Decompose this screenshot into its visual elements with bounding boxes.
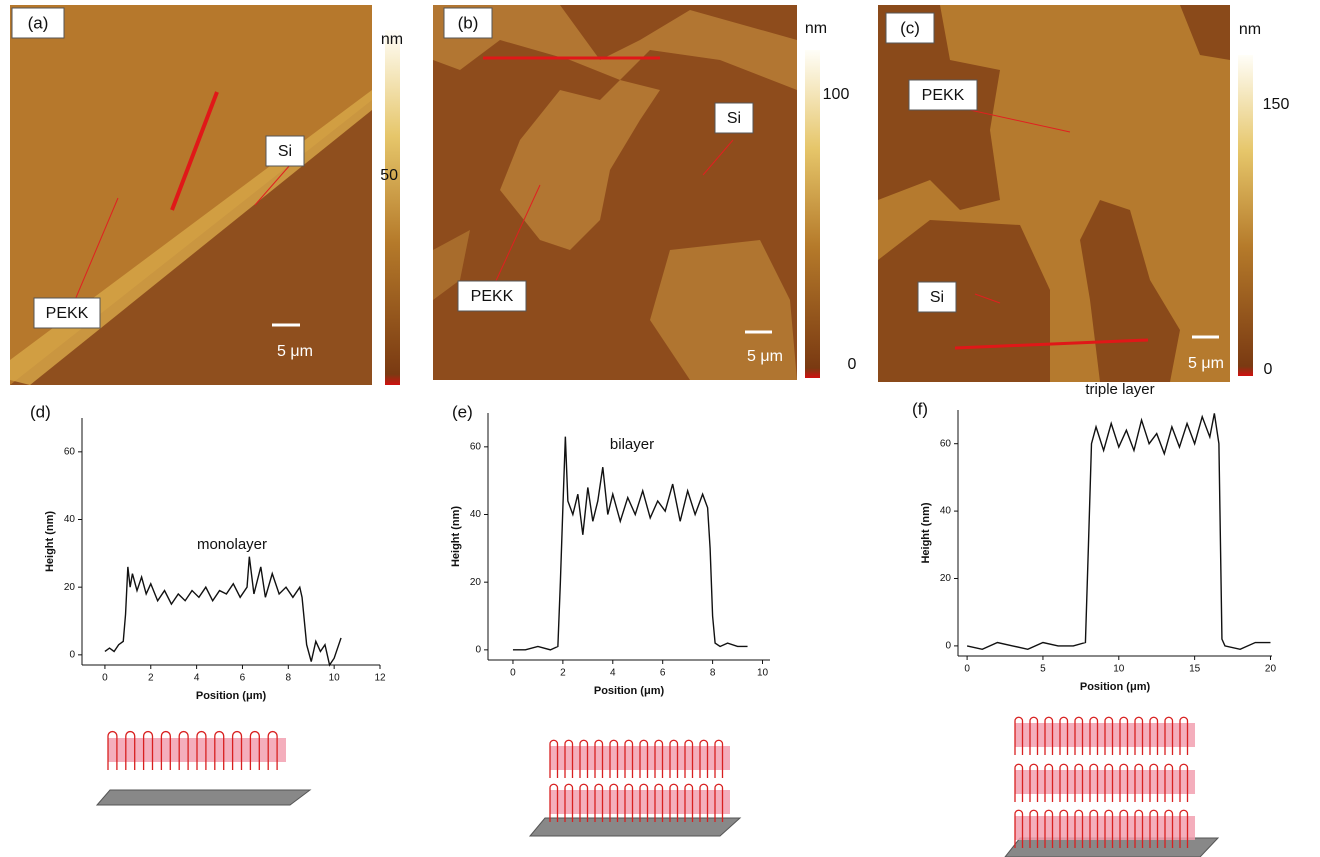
label-box xyxy=(265,135,305,167)
region-label: PEKK xyxy=(922,87,965,104)
x-tick-label: 8 xyxy=(286,673,292,684)
scale-label: 5 μm xyxy=(1188,355,1224,372)
x-axis-label: Position (μm) xyxy=(594,685,665,697)
label-box xyxy=(457,280,527,312)
colorbar-tick: 150 xyxy=(1263,96,1290,113)
x-tick-label: 6 xyxy=(660,668,666,679)
scale-label: 5 μm xyxy=(277,343,313,360)
x-tick-label: 10 xyxy=(757,668,769,679)
colorbar-tick: 0 xyxy=(1264,361,1273,378)
x-tick-label: 10 xyxy=(329,673,341,684)
y-tick-label: 20 xyxy=(470,577,482,588)
x-tick-label: 8 xyxy=(710,668,716,679)
x-tick-label: 0 xyxy=(102,673,108,684)
x-tick-label: 2 xyxy=(560,668,566,679)
label-box xyxy=(33,297,101,329)
colorbar-unit: nm xyxy=(1239,21,1261,38)
chain-fold xyxy=(107,730,278,770)
x-tick-label: 2 xyxy=(148,673,154,684)
colorbar-tick: 50 xyxy=(380,167,398,184)
annotation: triple layer xyxy=(1085,381,1154,398)
region-label: PEKK xyxy=(46,305,89,322)
y-tick-label: 0 xyxy=(945,641,951,652)
annotation: bilayer xyxy=(610,436,654,453)
chain-fold xyxy=(1014,716,1189,755)
x-tick-label: 20 xyxy=(1265,664,1277,675)
chain-fold xyxy=(549,783,724,822)
label-box xyxy=(443,7,493,39)
region-label: Si xyxy=(930,289,944,306)
panel-label: (b) xyxy=(458,13,479,32)
label-box xyxy=(11,7,65,39)
x-tick-label: 5 xyxy=(1040,664,1046,675)
x-tick-label: 6 xyxy=(240,673,246,684)
schematics xyxy=(95,716,1220,857)
afm-image-b xyxy=(433,5,820,380)
x-tick-label: 12 xyxy=(374,673,386,684)
label-box xyxy=(714,102,754,134)
y-tick-label: 60 xyxy=(470,441,482,452)
x-tick-label: 0 xyxy=(510,668,516,679)
x-axis-label: Position (μm) xyxy=(1080,681,1151,693)
x-tick-label: 10 xyxy=(1113,664,1125,675)
x-tick-label: 4 xyxy=(610,668,616,679)
label-box xyxy=(885,12,935,44)
colorbar-unit: nm xyxy=(381,31,403,48)
panel-label: (f) xyxy=(912,399,928,418)
afm-image-c xyxy=(878,5,1253,382)
y-tick-label: 40 xyxy=(64,514,76,525)
region-label: Si xyxy=(727,110,741,127)
y-axis-label: Height (nm) xyxy=(450,506,462,567)
x-tick-label: 0 xyxy=(964,664,970,675)
panel-label: (c) xyxy=(900,18,920,37)
label-box xyxy=(917,281,957,313)
chain-fold xyxy=(1014,763,1189,802)
label-box xyxy=(908,79,978,111)
y-tick-label: 0 xyxy=(475,644,481,655)
scale-label: 5 μm xyxy=(747,348,783,365)
profile-line xyxy=(966,413,1271,650)
y-tick-label: 60 xyxy=(64,446,76,457)
colorbar-tick: 0 xyxy=(848,356,857,373)
panel-label: (a) xyxy=(28,13,49,32)
y-tick-label: 20 xyxy=(940,573,952,584)
region-label: PEKK xyxy=(471,288,514,305)
y-tick-label: 20 xyxy=(64,582,76,593)
x-tick-label: 4 xyxy=(194,673,200,684)
y-axis-label: Height (nm) xyxy=(920,502,932,563)
annotation: monolayer xyxy=(197,536,267,553)
colorbar-tick: 100 xyxy=(823,86,850,103)
colorbar-unit: nm xyxy=(805,20,827,37)
x-axis-label: Position (μm) xyxy=(196,690,267,702)
panel-label: (e) xyxy=(452,402,473,421)
chain-fold xyxy=(1014,809,1189,848)
y-tick-label: 40 xyxy=(940,506,952,517)
chain-fold xyxy=(549,739,724,778)
x-tick-label: 15 xyxy=(1189,664,1201,675)
y-tick-label: 60 xyxy=(940,438,952,449)
profile-line xyxy=(512,436,748,651)
y-tick-label: 40 xyxy=(470,509,482,520)
region-label: Si xyxy=(278,143,292,160)
panel-label: (d) xyxy=(30,402,51,421)
y-tick-label: 0 xyxy=(69,649,75,660)
y-axis-label: Height (nm) xyxy=(44,511,56,572)
profile-line xyxy=(104,556,342,667)
